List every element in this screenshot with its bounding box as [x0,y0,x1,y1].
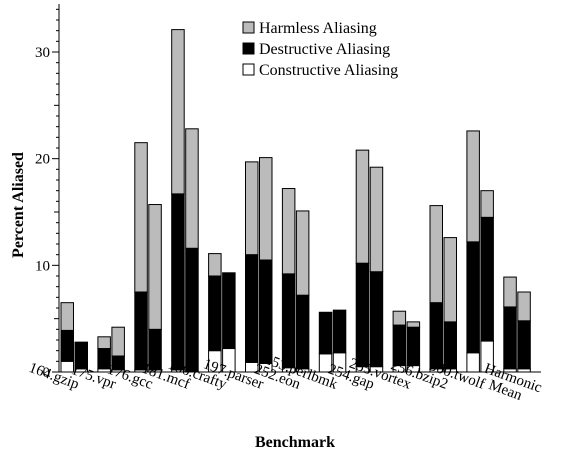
bar-segment [185,247,199,372]
bar-segment [392,310,407,326]
y-tick-label: 20 [35,152,50,168]
bars-layer [60,29,531,373]
bar-segment [503,276,517,308]
bar-segment [134,142,148,293]
bar-segment [355,149,370,264]
x-axis-title: Benchmark [255,434,335,451]
bar-segment [60,302,74,331]
bar-segment [503,306,517,370]
bar-segment [466,241,480,354]
bar-segment [74,341,88,370]
bar-segment [295,210,310,296]
bar-segment [259,157,273,261]
bar-segment [480,216,494,342]
bar-segment [245,254,259,363]
y-tick-label: 0 [43,365,51,381]
bar-segment [466,130,480,243]
y-axis-title: Percent Aliased [10,152,27,258]
bar-segment [406,321,421,328]
legend-swatch [242,42,255,55]
bar-segment [185,128,199,249]
bar-segment [259,259,273,364]
bar-segment [517,320,531,370]
bar-segment [318,311,333,355]
bar-segment [406,326,421,367]
bar-segment [355,262,370,368]
bar-segment [466,352,480,373]
bar-segment [171,193,185,371]
bar-segment [171,29,185,195]
axes-layer: 0 10 20 30 [35,4,541,381]
bar-segment [97,336,111,350]
bar-segment [295,294,310,370]
bar-segment [134,291,148,371]
legend-label: Constructive Aliasing [259,62,398,79]
y-tick-label: 10 [35,258,50,274]
bar-segment [208,275,222,352]
bar-segment [281,273,296,369]
bar-segment [281,188,296,275]
legend-swatch [242,21,255,34]
bar-segment [111,326,125,357]
legend-label: Harmless Aliasing [259,20,377,37]
bar-segment [429,205,443,304]
legend: Harmless Aliasing Destructive Aliasing Con… [242,20,398,79]
bar-segment [480,190,494,218]
bar-segment [369,166,384,273]
bar-segment [517,291,531,322]
bar-segment [208,253,222,277]
bar-segment [369,271,384,368]
bar-segment [148,204,162,330]
bar-segment [222,272,236,350]
bar-segment [332,309,347,354]
legend-label: Destructive Aliasing [259,41,390,58]
bar-segment [60,329,74,362]
legend-swatch [242,63,255,76]
bar-segment [443,237,457,323]
y-tick-label: 30 [35,45,50,61]
bar-segment [245,161,259,256]
